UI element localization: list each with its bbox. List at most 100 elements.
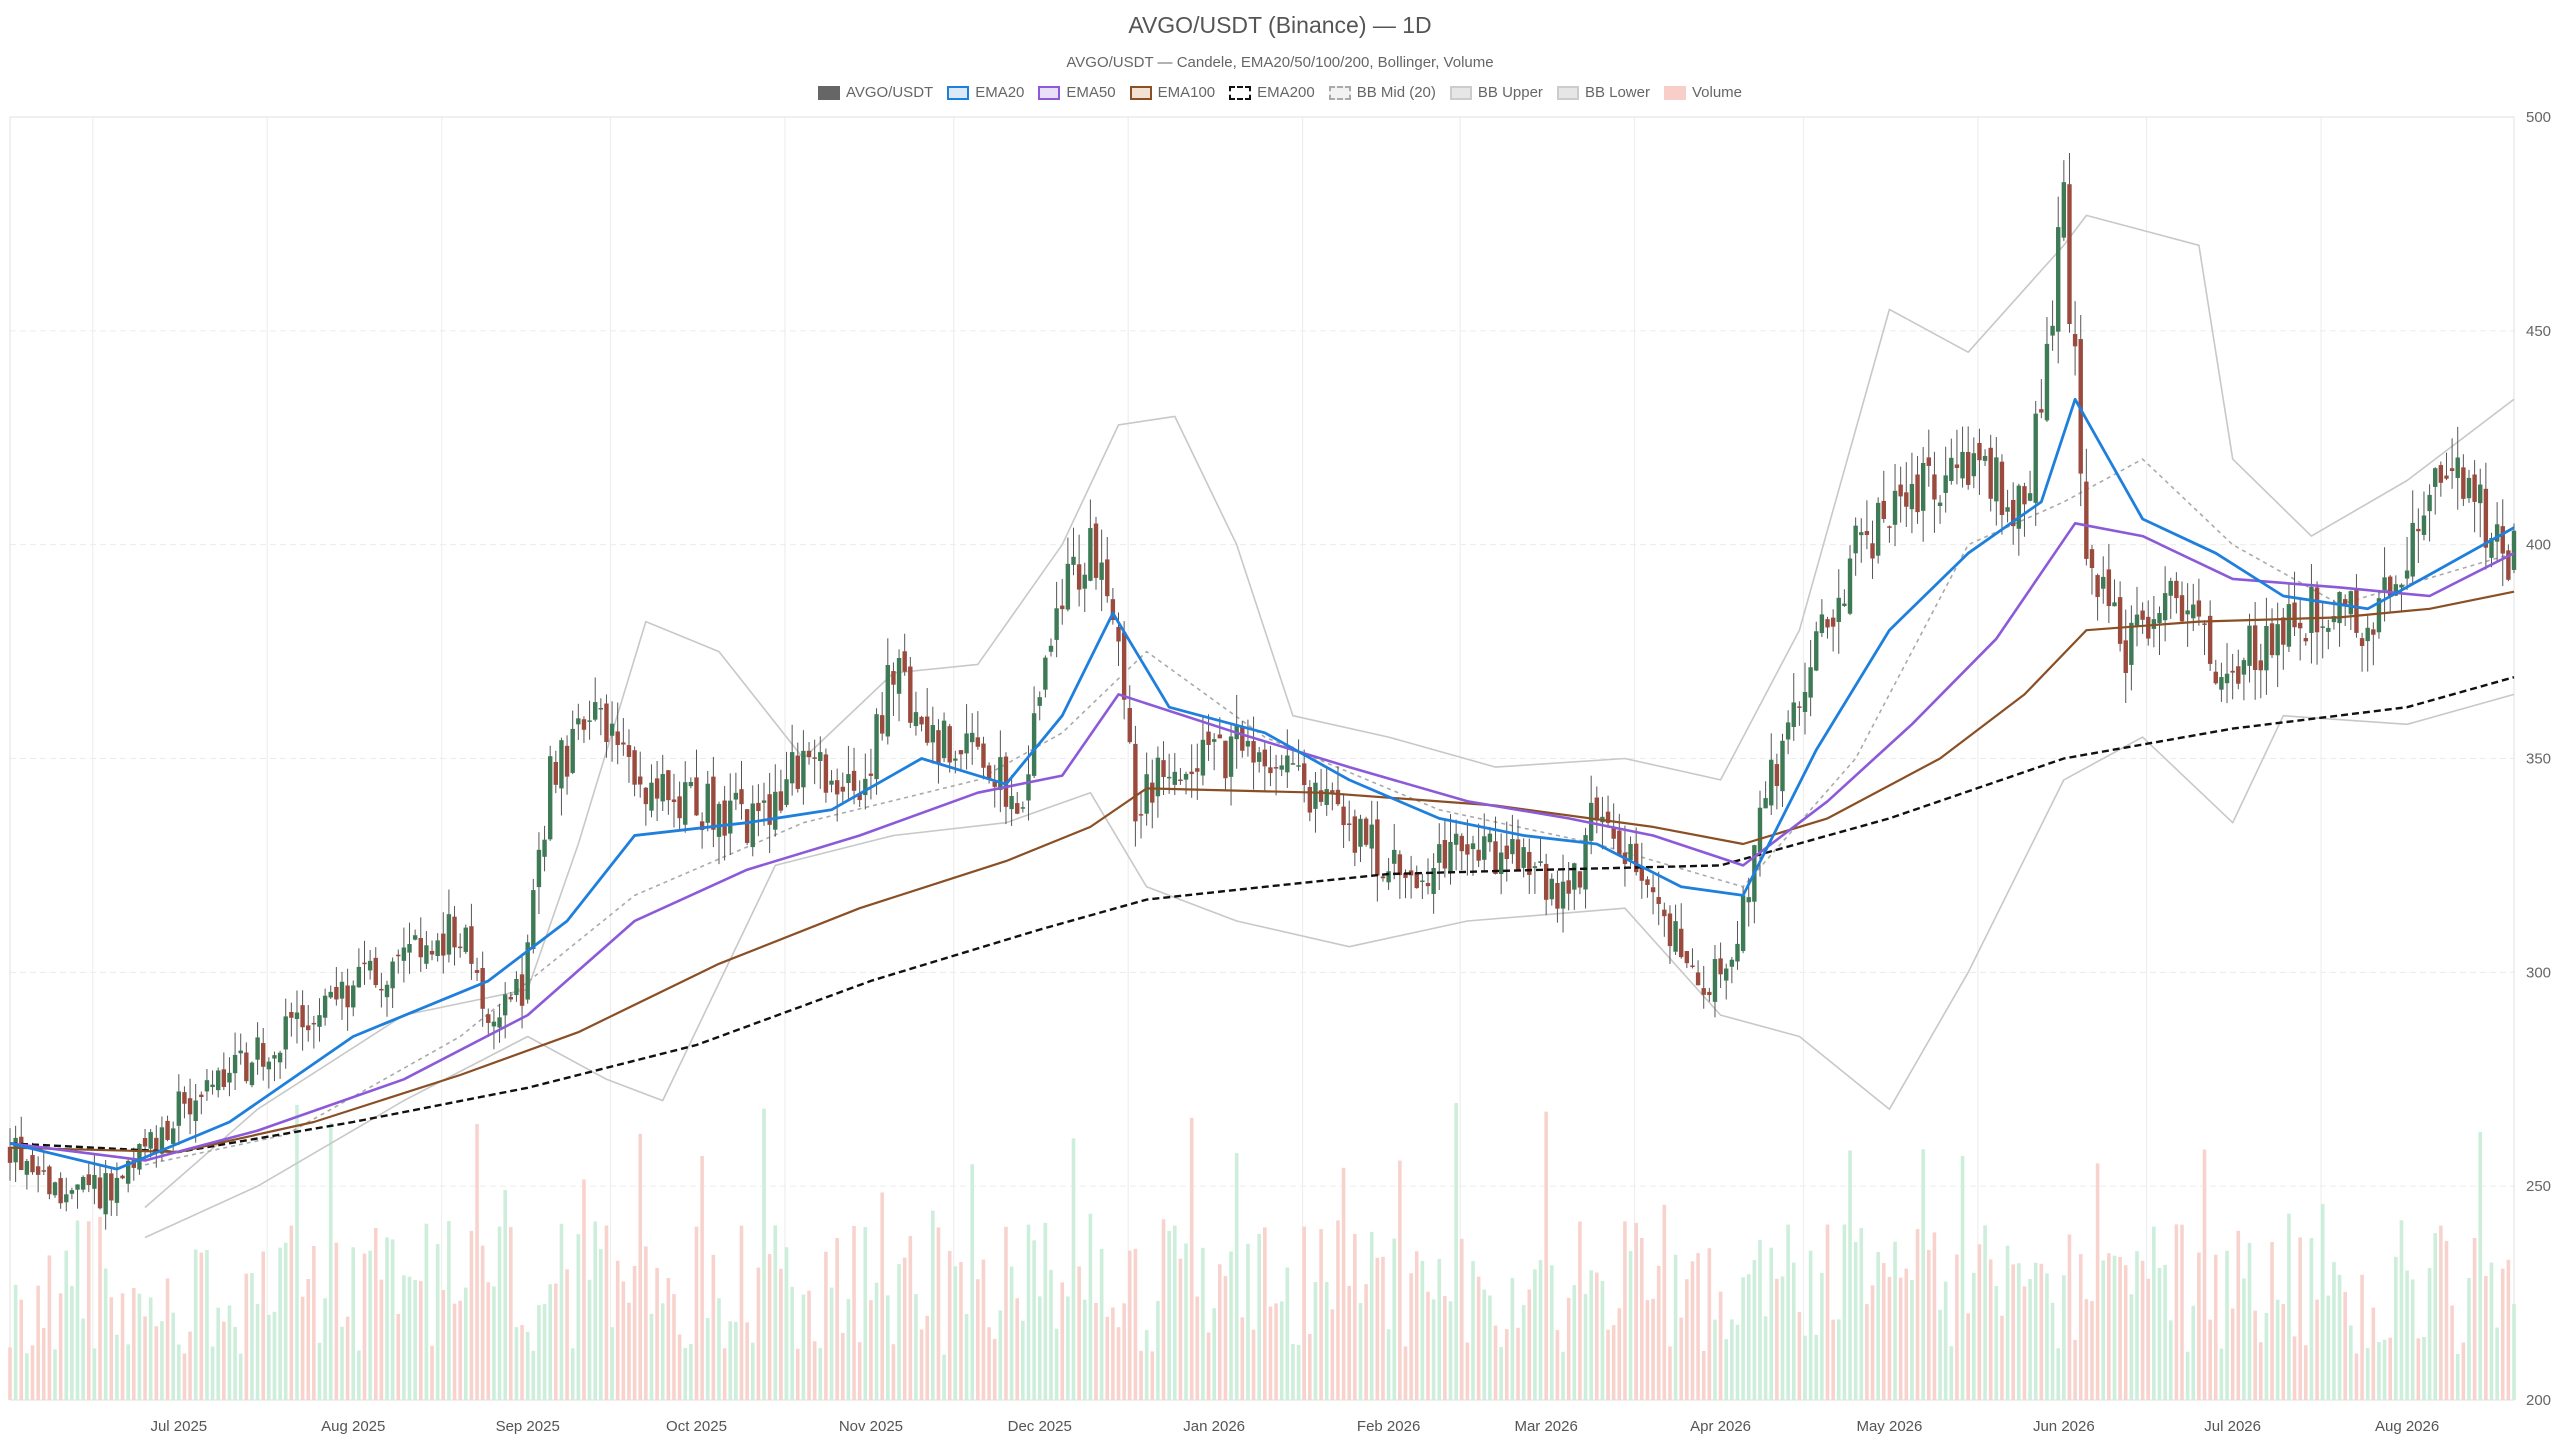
volume-bar xyxy=(1324,1281,1329,1400)
volume-bar xyxy=(908,1235,913,1400)
candle-body xyxy=(525,942,530,1000)
volume-bar xyxy=(2444,1240,2449,1400)
candle-body xyxy=(649,782,654,811)
candle-body xyxy=(1566,880,1571,894)
volume-bar xyxy=(1730,1319,1734,1400)
legend-item[interactable]: BB Mid (20) xyxy=(1328,84,1436,101)
volume-bar xyxy=(559,1223,564,1400)
legend-item[interactable]: BB Lower xyxy=(1556,84,1650,101)
volume-bar xyxy=(942,1354,946,1400)
candle-body xyxy=(148,1132,153,1149)
candle-body xyxy=(829,780,834,785)
volume-bar xyxy=(177,1344,181,1400)
candle-body xyxy=(879,715,885,734)
candle-body xyxy=(1701,988,1706,995)
volume-bar xyxy=(852,1225,856,1400)
candle-body xyxy=(131,1159,136,1168)
candle-body xyxy=(2089,549,2095,568)
candle-body xyxy=(193,1100,198,1122)
volume-bar xyxy=(615,1260,620,1400)
candle-body xyxy=(1392,849,1397,864)
candle-body xyxy=(2011,500,2016,527)
candle-body xyxy=(761,800,767,803)
legend-item[interactable]: EMA200 xyxy=(1229,84,1315,101)
candle-body xyxy=(778,791,784,811)
candle-body xyxy=(452,916,457,948)
candle-body xyxy=(142,1138,148,1147)
volume-bar xyxy=(1544,1111,1548,1400)
volume-bar xyxy=(193,1249,198,1400)
candle-body xyxy=(1814,631,1819,671)
legend-item[interactable]: BB Upper xyxy=(1449,84,1543,101)
candle-body xyxy=(2427,494,2432,512)
candle-body xyxy=(936,730,941,764)
volume-bar xyxy=(1454,1103,1458,1400)
volume-bar xyxy=(1797,1311,1802,1400)
volume-bar xyxy=(1538,1260,1543,1400)
candle-body xyxy=(2168,580,2173,596)
volume-bar xyxy=(1943,1281,1948,1400)
volume-bar xyxy=(1347,1285,1352,1400)
candle-body xyxy=(1949,457,1954,481)
volume-bar xyxy=(2140,1260,2145,1400)
volume-bar xyxy=(1206,1332,1211,1400)
volume-bar xyxy=(874,1282,879,1400)
candle-body xyxy=(176,1091,182,1126)
candle-body xyxy=(362,962,367,965)
volume-bar xyxy=(2399,1220,2404,1400)
volume-bar xyxy=(182,1353,187,1400)
volume-bar xyxy=(739,1225,744,1400)
candle-body xyxy=(1144,774,1149,814)
volume-bar xyxy=(784,1247,789,1400)
volume-bar xyxy=(1645,1300,1650,1400)
candle-body xyxy=(1228,736,1234,777)
candle-body xyxy=(1380,876,1386,879)
candle-body xyxy=(998,757,1003,791)
volume-bar xyxy=(520,1325,524,1400)
candle-body xyxy=(2252,625,2258,670)
candle-body xyxy=(1769,759,1774,806)
legend-item[interactable]: EMA50 xyxy=(1038,84,1116,101)
candle-body xyxy=(238,1050,243,1054)
candle-body xyxy=(2056,227,2061,332)
legend-item[interactable]: EMA100 xyxy=(1129,84,1215,101)
candle-body xyxy=(514,978,519,996)
volume-bar xyxy=(1268,1306,1273,1400)
volume-bar xyxy=(2461,1342,2466,1400)
volume-bar xyxy=(565,1269,569,1400)
x-tick-label: Jan 2026 xyxy=(1183,1418,1245,1435)
candle-body xyxy=(863,778,868,796)
volume-bar xyxy=(1144,1330,1149,1400)
volume-bar xyxy=(1037,1296,1042,1400)
candle-body xyxy=(834,780,840,795)
candle-body xyxy=(2264,626,2269,671)
volume-bar xyxy=(2062,1275,2066,1400)
legend-item[interactable]: AVGO/USDT xyxy=(817,84,933,101)
volume-bar xyxy=(1043,1222,1048,1400)
volume-bar xyxy=(2095,1163,2100,1400)
volume-bar xyxy=(1279,1301,1284,1400)
volume-bar xyxy=(70,1285,74,1400)
volume-bar xyxy=(2292,1336,2297,1400)
legend-item[interactable]: Volume xyxy=(1663,84,1742,101)
candle-body xyxy=(1555,882,1560,909)
candle-body xyxy=(1915,474,1920,513)
volume-bar xyxy=(1842,1224,1847,1400)
volume-bar xyxy=(154,1326,159,1400)
candle-body xyxy=(221,1069,227,1087)
candle-body xyxy=(2140,610,2145,620)
volume-bar xyxy=(914,1294,918,1400)
candle-body xyxy=(1245,740,1251,747)
candle-body xyxy=(1105,559,1110,597)
candle-body xyxy=(249,1062,255,1086)
candle-body xyxy=(2061,182,2067,238)
volume-bar xyxy=(1955,1254,1959,1400)
volume-bar xyxy=(1094,1302,1098,1400)
candle-body xyxy=(2494,524,2500,542)
legend-item[interactable]: EMA20 xyxy=(947,84,1024,101)
x-tick-label: Feb 2026 xyxy=(1357,1418,1420,1435)
volume-bar xyxy=(1195,1296,1200,1400)
candle-body xyxy=(705,783,710,823)
volume-bar xyxy=(1167,1230,1171,1400)
